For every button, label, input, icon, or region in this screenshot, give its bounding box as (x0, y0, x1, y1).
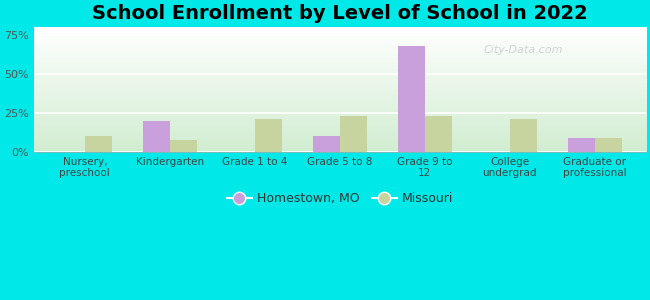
Bar (398, 46, 425, 152)
Title: School Enrollment by Level of School in 2022: School Enrollment by Level of School in … (92, 4, 588, 23)
Bar (142, 121, 170, 152)
Legend: Homestown, MO, Missouri: Homestown, MO, Missouri (222, 188, 458, 210)
Bar (170, 140, 197, 152)
Text: City-Data.com: City-Data.com (484, 45, 563, 55)
Bar (567, 138, 595, 152)
Bar (255, 119, 282, 152)
Bar (340, 116, 367, 152)
Bar (313, 136, 340, 152)
Bar (425, 116, 452, 152)
Bar (510, 119, 537, 152)
Bar (84, 136, 112, 152)
Bar (595, 138, 622, 152)
